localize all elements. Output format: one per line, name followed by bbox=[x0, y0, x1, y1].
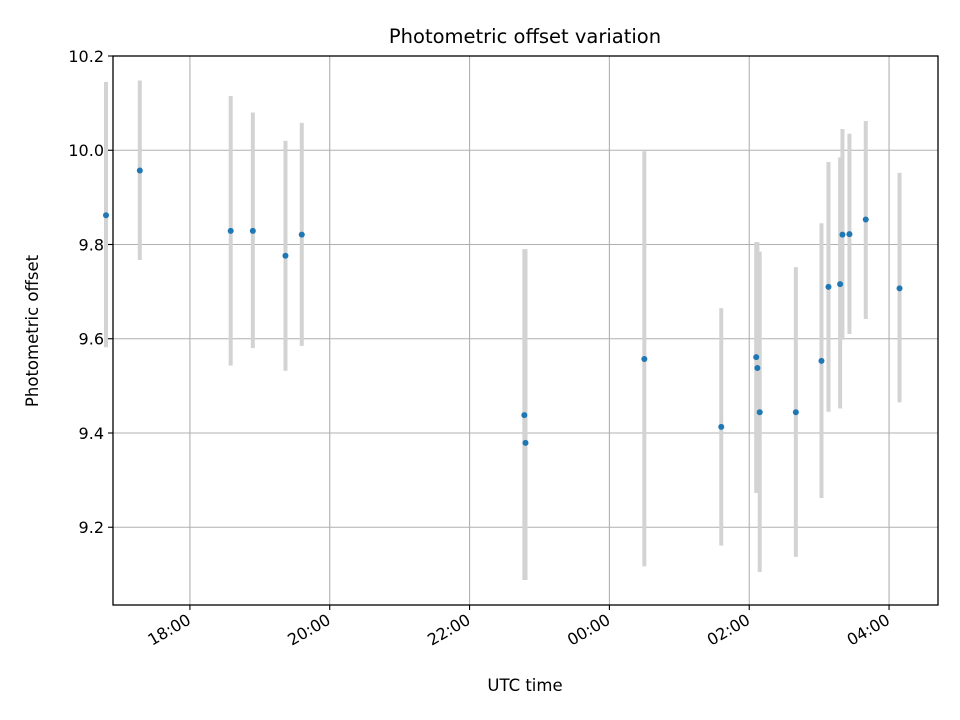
data-point bbox=[641, 356, 648, 363]
data-point bbox=[756, 409, 763, 416]
data-point bbox=[753, 354, 760, 361]
y-tick-label: 9.8 bbox=[79, 235, 104, 254]
data-point bbox=[896, 285, 903, 292]
y-tick-label: 9.4 bbox=[79, 424, 104, 443]
y-axis-title: Photometric offset bbox=[23, 254, 42, 407]
data-point bbox=[282, 252, 289, 259]
plot-frame bbox=[112, 55, 939, 606]
data-point bbox=[792, 409, 799, 416]
data-point bbox=[846, 231, 853, 238]
data-point bbox=[227, 227, 234, 234]
data-point bbox=[754, 364, 761, 371]
data-point bbox=[249, 227, 256, 234]
y-tick-label: 9.6 bbox=[79, 330, 104, 349]
y-tick-label: 10.2 bbox=[68, 47, 104, 66]
y-tick-label: 9.2 bbox=[79, 518, 104, 537]
x-axis-title: UTC time bbox=[487, 676, 562, 695]
data-point bbox=[521, 412, 528, 419]
data-point bbox=[136, 167, 143, 174]
data-point bbox=[839, 231, 846, 238]
chart-title: Photometric offset variation bbox=[389, 25, 661, 48]
data-point bbox=[298, 231, 305, 238]
data-point bbox=[837, 281, 844, 288]
data-point bbox=[862, 216, 869, 223]
data-point bbox=[103, 212, 110, 219]
data-points bbox=[103, 167, 903, 446]
data-point bbox=[718, 423, 725, 430]
data-point bbox=[818, 357, 825, 364]
y-tick-label: 10.0 bbox=[68, 141, 104, 160]
y-axis: 9.2 9.4 9.6 9.8 10.0 10.2 bbox=[68, 47, 113, 537]
data-point bbox=[522, 439, 529, 446]
data-point bbox=[825, 283, 832, 290]
